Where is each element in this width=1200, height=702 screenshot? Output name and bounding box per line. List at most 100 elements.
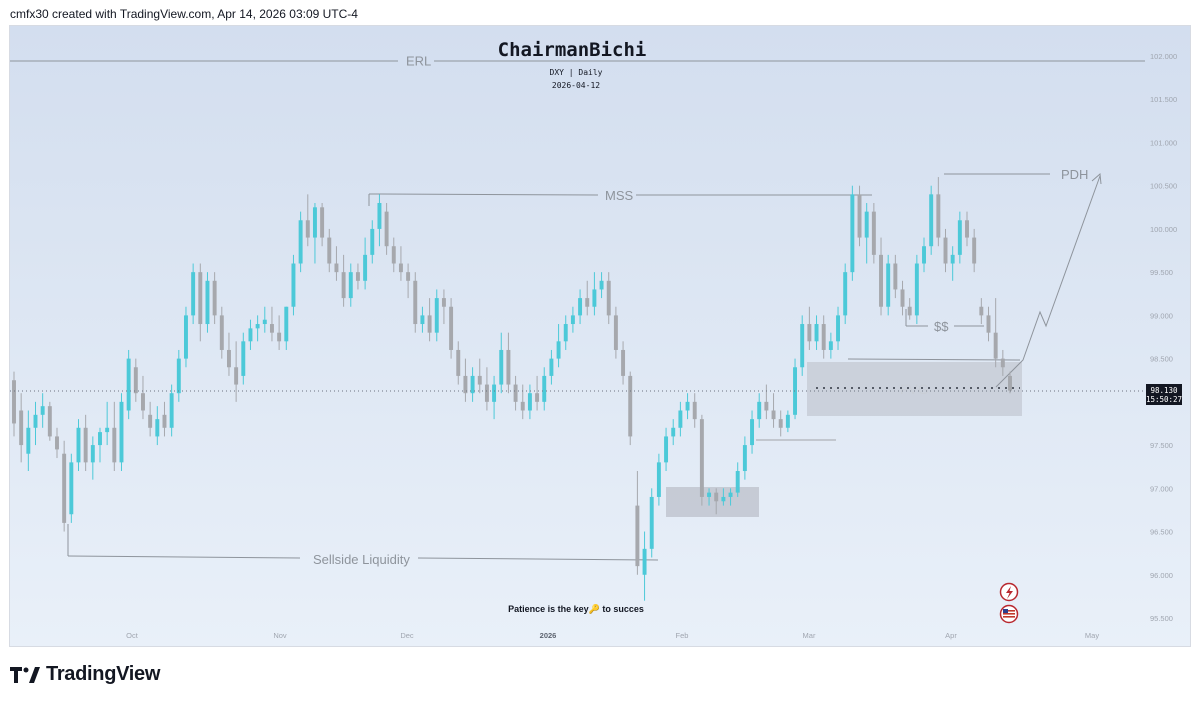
candle[interactable] [370, 220, 375, 264]
candle[interactable] [957, 211, 962, 264]
candle[interactable] [807, 306, 812, 350]
candle[interactable] [800, 315, 805, 376]
candle[interactable] [549, 349, 554, 385]
candle[interactable] [793, 358, 798, 420]
candle[interactable] [427, 298, 432, 342]
candle[interactable] [184, 306, 188, 368]
candle[interactable] [893, 254, 898, 299]
candle[interactable] [965, 211, 969, 247]
candle[interactable] [1008, 371, 1012, 394]
candle[interactable] [656, 453, 661, 506]
candle[interactable] [929, 185, 934, 255]
candle[interactable] [900, 280, 905, 316]
candle[interactable] [764, 384, 769, 420]
candle[interactable] [413, 272, 418, 333]
candle[interactable] [112, 401, 117, 472]
candle[interactable] [348, 263, 353, 307]
candle[interactable] [262, 306, 267, 333]
candle[interactable] [771, 393, 776, 428]
candle[interactable] [778, 410, 783, 437]
candle[interactable] [678, 401, 683, 437]
candle[interactable] [850, 185, 855, 281]
candle[interactable] [277, 315, 282, 350]
candle[interactable] [599, 272, 604, 299]
candle[interactable] [492, 375, 497, 420]
candle[interactable] [55, 427, 59, 459]
candle[interactable] [76, 419, 81, 472]
candle[interactable] [635, 471, 640, 575]
candle[interactable] [484, 367, 489, 411]
candle[interactable] [986, 306, 991, 342]
candle[interactable] [785, 410, 790, 433]
pdh-level[interactable]: PDH [944, 167, 1088, 182]
candle[interactable] [828, 332, 833, 359]
candle[interactable] [284, 306, 289, 350]
candle[interactable] [871, 202, 876, 264]
candle[interactable] [198, 263, 203, 342]
candle[interactable] [843, 263, 848, 325]
candle[interactable] [613, 306, 618, 359]
candle[interactable] [993, 298, 998, 368]
candle[interactable] [692, 393, 697, 428]
candle[interactable] [355, 263, 360, 290]
candle[interactable] [26, 410, 31, 472]
candle[interactable] [83, 414, 88, 472]
candle[interactable] [721, 488, 726, 506]
candle[interactable] [542, 367, 547, 411]
candle[interactable] [398, 246, 403, 281]
candle[interactable] [305, 194, 310, 247]
lightning-icon[interactable] [999, 582, 1019, 602]
candle[interactable] [735, 462, 740, 497]
candle[interactable] [563, 315, 568, 350]
candle[interactable] [570, 306, 575, 333]
candle[interactable] [191, 263, 196, 325]
candles-layer[interactable] [12, 177, 1012, 601]
tradingview-footer-logo[interactable]: TradingView [10, 663, 160, 686]
candle[interactable] [98, 427, 102, 463]
candle[interactable] [836, 306, 840, 350]
candle[interactable] [556, 324, 561, 368]
projection-path[interactable] [995, 175, 1101, 388]
candle[interactable] [499, 332, 504, 394]
candle[interactable] [291, 254, 296, 316]
candle[interactable] [406, 263, 411, 299]
candle[interactable] [420, 306, 425, 333]
candle[interactable] [950, 246, 955, 281]
candle[interactable] [298, 211, 303, 273]
candle[interactable] [363, 237, 368, 290]
candle[interactable] [628, 371, 633, 446]
candle[interactable] [699, 414, 704, 506]
candle[interactable] [857, 185, 862, 247]
candle[interactable] [864, 202, 869, 264]
candle[interactable] [621, 341, 626, 385]
candle[interactable] [506, 332, 511, 394]
candle[interactable] [664, 427, 669, 472]
candle[interactable] [384, 202, 389, 255]
candle[interactable] [241, 332, 246, 385]
candle[interactable] [33, 401, 38, 446]
mss-level[interactable]: MSS [368, 188, 872, 206]
candle[interactable] [922, 237, 926, 273]
candle[interactable] [341, 254, 346, 307]
candle[interactable] [141, 375, 145, 420]
dollar-liquidity-level[interactable]: $$ [905, 309, 984, 334]
sellside-liquidity-level[interactable]: Sellside Liquidity [67, 524, 659, 567]
candle[interactable] [470, 367, 475, 402]
candle[interactable] [671, 419, 676, 446]
candle[interactable] [69, 453, 74, 523]
candle[interactable] [176, 349, 181, 402]
candle[interactable] [578, 289, 583, 325]
candle[interactable] [226, 332, 231, 376]
candle[interactable] [742, 436, 747, 480]
erl-level[interactable]: ERL [10, 54, 1145, 69]
candle[interactable] [248, 319, 253, 350]
candle[interactable] [90, 436, 95, 480]
candle[interactable] [126, 349, 131, 420]
candle[interactable] [685, 393, 690, 420]
candle[interactable] [255, 315, 260, 342]
candle[interactable] [449, 298, 454, 359]
candle[interactable] [513, 375, 518, 411]
candle[interactable] [62, 440, 67, 532]
candle[interactable] [133, 358, 138, 402]
candle[interactable] [456, 341, 461, 385]
